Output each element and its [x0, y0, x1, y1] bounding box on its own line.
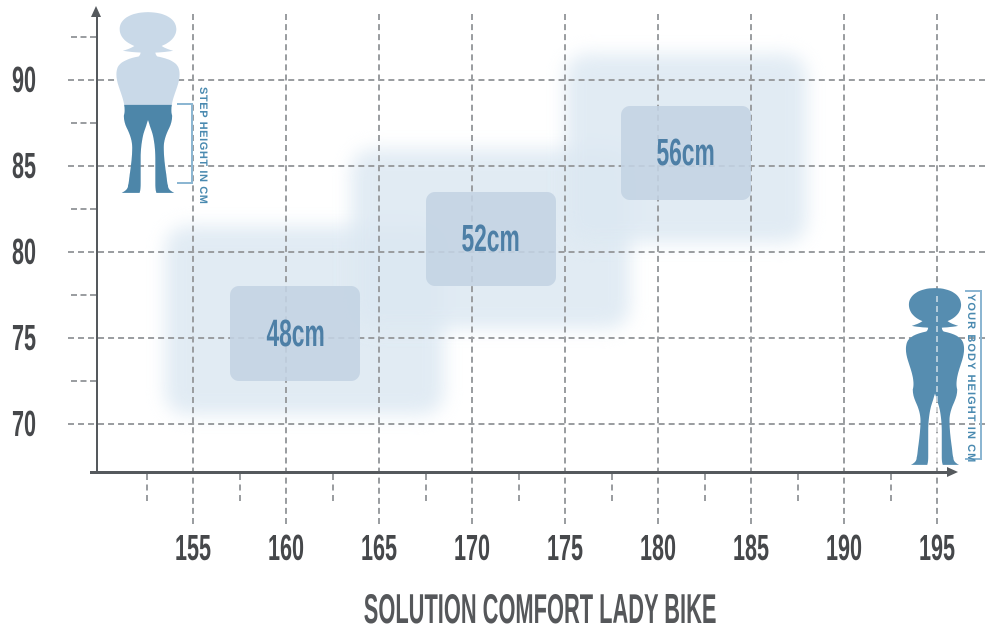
x-tick-label-185-text: 185: [732, 527, 770, 568]
y-tick-label-80-text: 80: [11, 231, 37, 272]
x-tick-label-175-text: 175: [546, 527, 584, 568]
step-height-label: STEP HEIGHT IN CM: [197, 87, 209, 205]
chart-title-text: SOLUTION COMFORT LADY BIKE: [363, 585, 717, 629]
minor-tick-y-72.5: [71, 380, 96, 382]
x-tick-label-180: 180: [618, 530, 698, 566]
grid-line-x-190: [843, 14, 845, 524]
x-tick-label-185: 185: [711, 530, 791, 566]
step-height-bracket-cap-top: [177, 103, 193, 105]
minor-tick-y-92.5: [71, 36, 96, 38]
minor-tick-x-167.5: [424, 474, 427, 501]
x-axis-arrow-icon: [947, 467, 958, 477]
x-tick-label-155-text: 155: [174, 527, 212, 568]
body-height-bracket-cap-top: [965, 290, 982, 292]
y-tick-label-75: 75: [0, 320, 54, 356]
body-height-label: YOUR BODY HEIGHT IN CM: [965, 294, 977, 464]
x-tick-label-195-text: 195: [918, 527, 956, 568]
woman-figure-right: [905, 288, 965, 465]
y-axis-arrow-icon: [91, 6, 101, 17]
size-zone-core-52cm: [425, 191, 556, 287]
minor-tick-x-187.5: [796, 474, 799, 501]
y-tick-label-90: 90: [0, 62, 54, 98]
grid-line-x-180: [657, 14, 659, 524]
size-zone-label-52cm-text: 52cm: [461, 218, 520, 261]
size-zone-core-56cm: [620, 105, 751, 201]
x-tick-label-170: 170: [432, 530, 512, 566]
x-tick-label-155: 155: [153, 530, 233, 566]
body-height-centerline: [936, 296, 938, 462]
chart-title: SOLUTION COMFORT LADY BIKE: [80, 588, 1000, 629]
y-axis-line: [95, 15, 98, 473]
grid-line-y-70: [68, 423, 985, 425]
x-tick-label-160-text: 160: [267, 527, 305, 568]
x-tick-label-180-text: 180: [639, 527, 677, 568]
grid-line-x-175: [564, 14, 566, 524]
size-zone-label-48cm: 48cm: [225, 315, 365, 353]
minor-tick-x-157.5: [238, 474, 241, 501]
size-zone-label-56cm: 56cm: [616, 134, 756, 172]
grid-line-y-90: [68, 79, 985, 81]
size-zone-label-52cm: 52cm: [421, 220, 561, 258]
minor-tick-x-192.5: [889, 474, 892, 501]
x-tick-label-160: 160: [246, 530, 326, 566]
y-tick-label-85: 85: [0, 148, 54, 184]
y-tick-label-80: 80: [0, 234, 54, 270]
x-tick-label-170-text: 170: [453, 527, 491, 568]
grid-line-x-155: [192, 14, 194, 524]
y-tick-label-70: 70: [0, 406, 54, 442]
x-tick-label-165: 165: [339, 530, 419, 566]
body-height-bracket-cap-bottom: [965, 458, 982, 460]
size-zone-label-48cm-text: 48cm: [266, 312, 325, 355]
body-height-bracket: [980, 290, 982, 460]
x-tick-label-175: 175: [525, 530, 605, 566]
grid-line-x-185: [750, 14, 752, 524]
grid-line-x-195: [936, 14, 938, 524]
grid-line-y-75: [68, 337, 985, 339]
y-tick-label-90-text: 90: [11, 59, 37, 100]
grid-line-y-85: [68, 165, 985, 167]
size-zone-label-56cm-text: 56cm: [656, 132, 716, 175]
minor-tick-x-162.5: [331, 474, 334, 501]
minor-tick-x-172.5: [517, 474, 520, 501]
y-tick-label-85-text: 85: [11, 145, 37, 186]
minor-tick-y-82.5: [71, 208, 96, 210]
x-tick-label-165-text: 165: [360, 527, 398, 568]
minor-tick-x-177.5: [610, 474, 613, 501]
x-tick-label-190: 190: [804, 530, 884, 566]
x-tick-label-195: 195: [897, 530, 977, 566]
grid-line-x-160: [285, 14, 287, 524]
y-tick-label-70-text: 70: [11, 403, 37, 444]
size-zone-core-48cm: [230, 286, 361, 381]
grid-line-x-165: [378, 14, 380, 524]
step-height-bracket: [191, 103, 193, 184]
y-tick-label-75-text: 75: [11, 317, 37, 358]
minor-tick-y-87.5: [71, 122, 96, 124]
minor-tick-x-182.5: [703, 474, 706, 501]
x-axis-line: [90, 471, 948, 474]
minor-tick-x-152.5: [145, 474, 148, 501]
x-tick-label-190-text: 190: [825, 527, 863, 568]
step-height-bracket-cap-bottom: [177, 182, 193, 184]
minor-tick-y-77.5: [71, 294, 96, 296]
